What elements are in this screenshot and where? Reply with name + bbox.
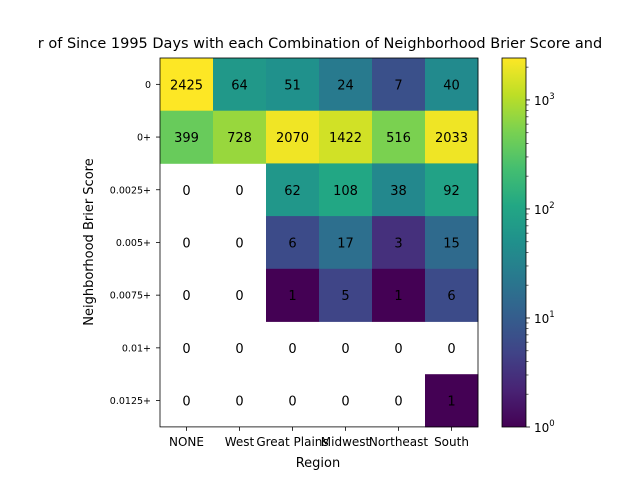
cell-value-label: 0 [235, 342, 243, 357]
heatmap-cell [266, 163, 320, 217]
cell-value-label: 17 [337, 236, 354, 251]
colorbar-tick-label: 101 [534, 310, 555, 326]
cell-value-label: 0 [235, 395, 243, 410]
colorbar-tick-label: 102 [534, 201, 555, 217]
cell-value-label: 1 [447, 395, 455, 410]
cell-value-label: 0 [182, 395, 190, 410]
colorbar-tick-label: 100 [534, 419, 555, 435]
cell-value-label: 2425 [170, 78, 203, 93]
x-tick-label: Great Plains [256, 435, 328, 449]
cell-value-label: 108 [333, 184, 358, 199]
cell-value-label: 2033 [435, 131, 468, 146]
heatmap-cell [266, 268, 320, 322]
chart-title: r of Since 1995 Days with each Combinati… [38, 36, 602, 52]
cell-value-label: 40 [443, 78, 460, 93]
cell-value-label: 24 [337, 78, 354, 93]
y-tick-label: 0.0025+ [110, 185, 151, 196]
x-tick-label: NONE [169, 435, 204, 449]
cell-value-label: 0 [182, 289, 190, 304]
cell-value-label: 399 [174, 131, 199, 146]
heatmap-cell [213, 58, 267, 112]
x-tick-label: South [434, 435, 469, 449]
x-tick-label: Midwest [321, 435, 371, 449]
cell-value-label: 0 [288, 342, 296, 357]
cell-value-label: 64 [231, 78, 248, 93]
cell-value-label: 0 [235, 184, 243, 199]
cell-value-label: 0 [394, 342, 402, 357]
x-axis-label: Region [296, 456, 341, 471]
cell-value-label: 92 [443, 184, 460, 199]
colorbar-tick-label: 103 [534, 92, 555, 108]
colorbar [501, 57, 527, 428]
heatmap-cell [319, 268, 373, 322]
heatmap-cell [319, 163, 373, 217]
x-tick-label: Northeast [369, 435, 429, 449]
heatmap-cell [425, 374, 479, 428]
cell-value-label: 0 [341, 342, 349, 357]
heatmap-cell [372, 58, 426, 112]
heatmap-cell [372, 216, 426, 270]
cell-value-label: 1 [394, 289, 402, 304]
heatmap-cell [319, 58, 373, 112]
cell-value-label: 0 [235, 289, 243, 304]
cell-value-label: 5 [341, 289, 349, 304]
heatmap-cell [425, 110, 479, 164]
heatmap-cell [372, 268, 426, 322]
heatmap-cell [160, 110, 214, 164]
cell-value-label: 728 [227, 131, 252, 146]
cell-value-label: 6 [447, 289, 455, 304]
y-tick-label: 0 [145, 80, 151, 91]
cell-value-label: 1422 [329, 131, 362, 146]
heatmap-cell [319, 110, 373, 164]
heatmap-cell [425, 268, 479, 322]
cell-value-label: 62 [284, 184, 301, 199]
y-tick-label: 0.0075+ [110, 291, 151, 302]
x-tick-label: West [225, 435, 255, 449]
heatmap-cell [372, 163, 426, 217]
cell-value-label: 516 [386, 131, 411, 146]
colorbar-ticks: 100 101 102 103 [526, 66, 555, 435]
cell-value-label: 0 [447, 342, 455, 357]
cell-value-label: 0 [182, 342, 190, 357]
heatmap-cell [213, 110, 267, 164]
cell-value-label: 0 [182, 236, 190, 251]
cell-value-label: 0 [288, 395, 296, 410]
cell-value-label: 38 [390, 184, 407, 199]
cell-value-label: 15 [443, 236, 460, 251]
cell-value-label: 0 [341, 395, 349, 410]
y-tick-label: 0+ [137, 133, 151, 144]
y-tick-label: 0.0125+ [110, 396, 151, 407]
heatmap-cell [425, 216, 479, 270]
heatmap-cell [266, 110, 320, 164]
y-axis-label: Neighborhood Brier Score [82, 158, 97, 325]
heatmap-cell [160, 58, 214, 112]
cell-value-label: 0 [394, 395, 402, 410]
heatmap-cell [266, 58, 320, 112]
cell-value-label: 0 [235, 236, 243, 251]
cell-value-label: 6 [288, 236, 296, 251]
cell-value-label: 1 [288, 289, 296, 304]
heatmap-cell [319, 216, 373, 270]
y-axis: 0 0+ 0.0025+ 0.005+ 0.0075+ 0.01+ 0.0125+ [110, 80, 160, 407]
heatmap-cell [372, 110, 426, 164]
heatmap-cell [425, 58, 479, 112]
y-tick-label: 0.005+ [116, 238, 151, 249]
cell-value-label: 51 [284, 78, 301, 93]
heatmap-cell [425, 163, 479, 217]
cell-value-label: 0 [182, 184, 190, 199]
cell-value-label: 7 [394, 78, 402, 93]
heatmap-cell [266, 216, 320, 270]
y-tick-label: 0.01+ [122, 343, 151, 354]
heatmap-cells [160, 58, 479, 428]
cell-value-label: 3 [394, 236, 402, 251]
cell-value-label: 2070 [276, 131, 309, 146]
